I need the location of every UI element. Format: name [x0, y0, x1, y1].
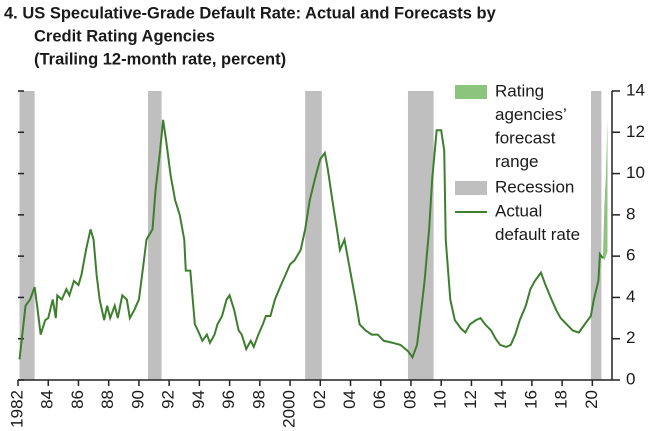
legend-label: Actual [495, 201, 542, 220]
x-tick-label: 2000 [280, 390, 299, 428]
y-tick-label: 8 [626, 204, 635, 223]
y-tick-label: 4 [626, 287, 635, 306]
x-tick-label: 1982 [7, 390, 26, 428]
forecast-range [602, 119, 608, 261]
x-tick-label: 90 [128, 390, 147, 409]
recession-band [590, 91, 602, 380]
chart-subtitle: (Trailing 12-month rate, percent) [34, 50, 286, 68]
y-tick-label: 10 [626, 163, 645, 182]
legend-swatch [455, 181, 487, 195]
legend-label: default rate [495, 225, 580, 244]
y-tick-label: 12 [626, 122, 645, 141]
x-tick-label: 14 [491, 390, 510, 409]
chart-title: Credit Rating Agencies [34, 27, 215, 45]
x-tick-label: 94 [189, 390, 208, 409]
y-tick-label: 6 [626, 246, 635, 265]
recession-band [19, 91, 35, 380]
legend-swatch [455, 85, 487, 99]
x-tick-label: 92 [159, 390, 178, 409]
x-tick-label: 06 [370, 390, 389, 409]
x-tick-label: 12 [461, 390, 480, 409]
x-tick-label: 88 [98, 390, 117, 409]
recession-band [305, 91, 322, 380]
legend-label: Recession [495, 177, 574, 196]
data-line [18, 119, 604, 360]
x-tick-label: 02 [310, 390, 329, 409]
x-tick-label: 04 [340, 390, 359, 409]
x-tick-label: 08 [400, 390, 419, 409]
legend-label: agencies’ [495, 105, 567, 124]
y-tick-label: 2 [626, 328, 635, 347]
x-tick-label: 96 [219, 390, 238, 409]
legend-label: Rating [495, 81, 544, 100]
x-tick-label: 86 [68, 390, 87, 409]
legend-label: forecast [495, 128, 556, 147]
chart-title: 4. US Speculative-Grade Default Rate: Ac… [4, 4, 497, 22]
x-tick-label: 84 [38, 390, 57, 409]
legend-bg [451, 80, 591, 248]
recession-band [407, 91, 434, 380]
y-tick-label: 14 [626, 80, 645, 99]
x-tick-label: 20 [582, 390, 601, 409]
y-tick-label: 0 [626, 369, 635, 388]
legend-label: range [495, 152, 538, 171]
x-tick-label: 98 [249, 390, 268, 409]
x-tick-label: 10 [431, 390, 450, 409]
x-tick-label: 16 [521, 390, 540, 409]
x-tick-label: 18 [552, 390, 571, 409]
